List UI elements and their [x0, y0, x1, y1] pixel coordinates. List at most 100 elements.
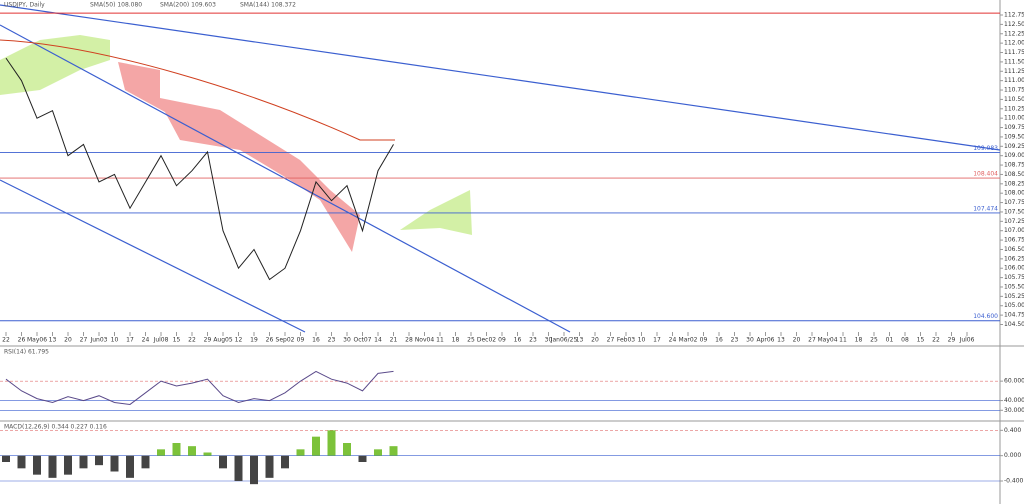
trend-line — [0, 24, 571, 333]
y-tick-label: 110.500 — [1004, 96, 1024, 103]
histogram-bar — [188, 446, 196, 456]
histogram-bar — [250, 455, 258, 485]
h-line-label: 108.404 — [973, 171, 998, 178]
histogram-bar — [389, 446, 398, 456]
x-tick-label: 13 — [576, 337, 584, 344]
x-tick-label: 24 — [669, 337, 677, 344]
y-tick-label: 60.000 — [1004, 378, 1024, 385]
x-tick-label: 26 — [266, 337, 274, 344]
x-tick-label: 17 — [653, 337, 661, 344]
x-tick-label: Jul06 — [959, 337, 975, 344]
y-tick-label: 108.750 — [1004, 162, 1024, 169]
y-tick-label: 106.500 — [1004, 246, 1024, 253]
x-tick-label: 25 — [467, 337, 475, 344]
histogram-bar — [64, 455, 72, 475]
x-tick-label: 09 — [700, 337, 708, 344]
histogram-bar — [374, 449, 382, 456]
y-tick-label: 109.250 — [1004, 143, 1024, 150]
x-tick-label: 16 — [514, 337, 522, 344]
x-tick-label: 24 — [142, 337, 150, 344]
x-tick-label: 14 — [374, 337, 382, 344]
macd-title: MACD(12,26,9) 0.344 0.227 0.116 — [4, 424, 107, 431]
x-tick-label: 13 — [49, 337, 57, 344]
histogram-bar — [203, 452, 212, 456]
x-tick-label: 12 — [235, 337, 243, 344]
histogram-bar — [281, 455, 289, 469]
x-tick-label: Mar02 — [679, 337, 698, 344]
h-line-label: 109.083 — [973, 145, 998, 152]
y-tick-label: 112.000 — [1004, 40, 1024, 47]
x-tick-label: Feb03 — [617, 337, 635, 344]
x-tick-label: Oct07 — [353, 337, 371, 344]
x-tick-label: 23 — [731, 337, 739, 344]
sma: SMA(50) 108.080 — [90, 2, 142, 9]
x-tick-label: 27 — [808, 337, 816, 344]
y-tick-label: 105.000 — [1004, 302, 1024, 309]
histogram-bar — [33, 455, 41, 475]
x-tick-label: 16 — [715, 337, 723, 344]
x-tick-label: 10 — [111, 337, 119, 344]
x-tick-label: 20 — [591, 337, 599, 344]
y-tick-label: 107.250 — [1004, 218, 1024, 225]
y-tick-label: 110.000 — [1004, 115, 1024, 122]
x-tick-label: 17 — [126, 337, 134, 344]
y-tick-label: 106.000 — [1004, 265, 1024, 272]
x-tick-label: 20 — [793, 337, 801, 344]
trend-line — [0, 179, 306, 333]
y-tick-label: 40.000 — [1004, 397, 1024, 404]
y-tick-label: 108.250 — [1004, 180, 1024, 187]
trend-line — [0, 4, 1001, 151]
y-tick-label: 104.750 — [1004, 312, 1024, 319]
x-tick-label: 19 — [250, 337, 258, 344]
x-tick-label: 23 — [529, 337, 537, 344]
y-tick-label: 105.500 — [1004, 283, 1024, 290]
h-line-label: 107.474 — [973, 205, 998, 212]
y-tick-label: 107.500 — [1004, 208, 1024, 215]
y-tick-label: 106.750 — [1004, 237, 1024, 244]
x-tick-label: May06 — [27, 337, 47, 344]
x-tick-label: 11 — [436, 337, 444, 344]
histogram-bar — [79, 455, 88, 469]
plot-bg — [0, 0, 1000, 504]
histogram-bar — [358, 455, 367, 462]
histogram-bar — [312, 436, 320, 456]
y-tick-label: 112.500 — [1004, 21, 1024, 28]
x-tick-label: Jan06/25 — [550, 337, 578, 344]
x-tick-label: Apr06 — [756, 337, 774, 344]
h-line-label: 104.600 — [973, 313, 998, 320]
rsi-title: RSI(14) 61.795 — [4, 349, 49, 356]
y-tick-label: -0.400 — [1004, 478, 1024, 485]
histogram-bar — [265, 455, 274, 478]
x-tick-label: 22 — [188, 337, 196, 344]
y-tick-label: 106.250 — [1004, 255, 1024, 262]
histogram-bar — [219, 455, 227, 469]
x-tick-label: 30 — [343, 337, 351, 344]
x-tick-label: 18 — [855, 337, 863, 344]
histogram-bar — [234, 455, 243, 481]
x-tick-label: 09 — [498, 337, 506, 344]
x-tick-label: Aug05 — [213, 337, 233, 344]
x-tick-label: May04 — [817, 337, 837, 344]
series-line — [5, 370, 394, 405]
y-tick-label: 108.500 — [1004, 171, 1024, 178]
x-tick-label: 27 — [607, 337, 615, 344]
x-tick-label: Nov04 — [415, 337, 435, 344]
x-tick-label: 18 — [452, 337, 460, 344]
series-line — [5, 57, 394, 281]
y-tick-label: 110.750 — [1004, 87, 1024, 94]
x-tick-label: 25 — [870, 337, 878, 344]
symbol: USDJPY, Daily — [4, 2, 45, 9]
x-tick-label: 26 — [18, 337, 26, 344]
y-tick-label: 0.400 — [1004, 427, 1021, 434]
y-tick-label: 109.000 — [1004, 152, 1024, 159]
x-tick-label: 16 — [312, 337, 320, 344]
y-tick-label: 107.000 — [1004, 227, 1024, 234]
x-tick-label: 10 — [638, 337, 646, 344]
x-tick-label: 22 — [932, 337, 940, 344]
x-tick-label: 23 — [328, 337, 336, 344]
histogram-bar — [2, 455, 10, 462]
histogram-bar — [110, 455, 119, 472]
y-tick-label: 107.750 — [1004, 199, 1024, 206]
x-tick-label: Dec02 — [477, 337, 496, 344]
